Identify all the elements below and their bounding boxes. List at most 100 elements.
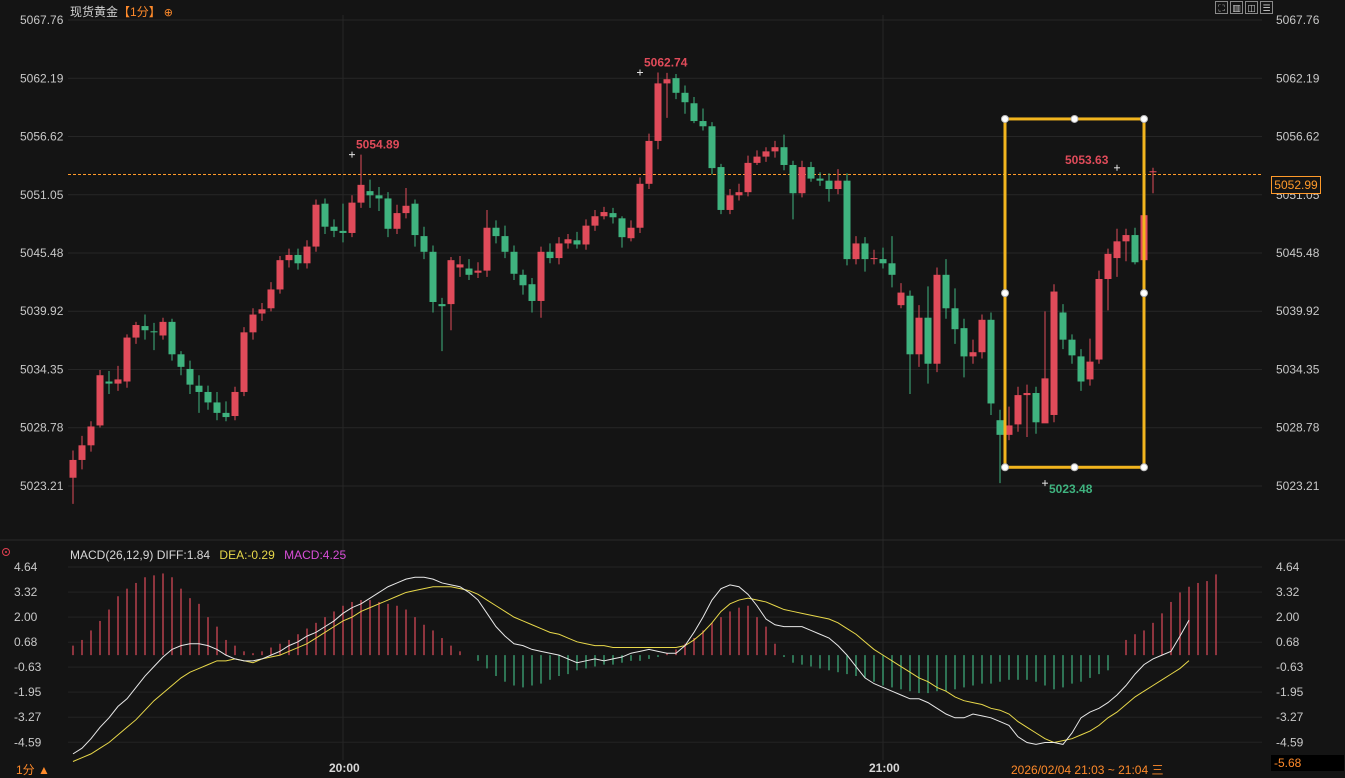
indicator-settings-icon[interactable] <box>2 548 10 556</box>
candle-body <box>951 308 959 330</box>
candle-body <box>717 167 725 210</box>
candle-body <box>330 226 338 231</box>
candle-body <box>483 227 491 271</box>
candle-body <box>240 332 248 392</box>
candle-body <box>393 213 401 229</box>
candle-body <box>456 264 464 268</box>
candle-body <box>1014 395 1022 425</box>
candle-body <box>438 304 446 307</box>
candle-body <box>591 216 599 226</box>
resize-handle[interactable] <box>1140 114 1148 123</box>
highlight-box[interactable] <box>1001 114 1148 472</box>
candle-body <box>1131 235 1139 263</box>
candle-body <box>960 328 968 357</box>
diff-value: DIFF:1.84 <box>156 548 211 562</box>
candle-body <box>1077 356 1085 382</box>
price-tick-left: 5023.21 <box>20 479 64 493</box>
instrument-name: 现货黄金 <box>70 5 119 19</box>
price-tick-right: 5034.35 <box>1276 362 1320 376</box>
candle-body <box>681 92 689 103</box>
macd-tick-right: -3.27 <box>1276 710 1304 724</box>
candle-body <box>1122 235 1130 242</box>
candle-body <box>537 251 545 301</box>
candle-body <box>879 259 887 264</box>
price-annotation: 5062.74 <box>644 56 688 70</box>
price-annotation: 5053.63 <box>1065 153 1109 167</box>
candle-body <box>1068 339 1076 356</box>
expand-icon[interactable]: ⛶ <box>1215 1 1228 14</box>
menu-icon[interactable]: ☰ <box>1260 1 1273 14</box>
macd-title: MACD(26,12,9) <box>70 548 154 562</box>
candle-body <box>807 167 815 179</box>
candle-body <box>141 326 149 331</box>
candle-body <box>852 243 860 260</box>
candle-body <box>1050 291 1058 415</box>
price-tick-right: 5067.76 <box>1276 13 1320 27</box>
candle-body <box>501 236 509 252</box>
candle-body <box>690 103 698 122</box>
price-tick-right: 5028.78 <box>1276 421 1320 435</box>
price-tick-right: 5045.48 <box>1276 246 1320 260</box>
candle-body <box>942 274 950 309</box>
candle-body <box>1095 278 1103 360</box>
candle-body <box>402 205 410 214</box>
macd-lines <box>72 576 1190 762</box>
macd-tick-right: 3.32 <box>1276 585 1300 599</box>
candle-body <box>1059 312 1067 340</box>
candle-body <box>375 195 383 199</box>
macd-value: MACD:4.25 <box>284 548 347 562</box>
resize-handle[interactable] <box>1070 463 1079 472</box>
macd-tick-right: -1.95 <box>1276 685 1304 699</box>
resize-handle[interactable] <box>1001 114 1009 123</box>
macd-tick-left: -1.95 <box>14 685 42 699</box>
period-label[interactable]: 【1分】 <box>118 5 161 19</box>
candle-body <box>1104 253 1112 279</box>
candle-body <box>546 251 554 259</box>
candle-body <box>294 254 302 264</box>
candle-body <box>1032 393 1040 423</box>
macd-tick-right: 2.00 <box>1276 610 1300 624</box>
price-tick-right: 5056.62 <box>1276 130 1320 144</box>
macd-tick-left: -4.59 <box>14 735 42 749</box>
candle-body <box>384 198 392 229</box>
resize-handle[interactable] <box>1001 289 1009 298</box>
candle-body <box>915 317 923 355</box>
time-tick: 21:00 <box>869 761 900 775</box>
price-annotation: 5054.89 <box>356 138 400 152</box>
candle-body <box>1023 393 1031 396</box>
candle-body <box>447 260 455 305</box>
candle-body <box>348 202 356 233</box>
candle-body <box>510 251 518 274</box>
candle-body <box>213 402 221 413</box>
resize-handle[interactable] <box>1070 114 1079 123</box>
candle-body <box>888 263 896 275</box>
resize-handle[interactable] <box>1140 289 1148 298</box>
candle-body <box>420 236 428 252</box>
candle-body <box>897 292 905 306</box>
period-selector[interactable]: 1分 ▲ <box>16 763 50 777</box>
split-icon[interactable]: ◫ <box>1245 1 1258 14</box>
crosshair-circle-icon[interactable]: ⊕ <box>163 7 173 19</box>
resize-handle[interactable] <box>1001 463 1009 472</box>
layout-icon[interactable]: ▥ <box>1230 1 1243 14</box>
candle-body <box>303 246 311 264</box>
candle-body <box>636 183 644 228</box>
candle-body <box>411 203 419 236</box>
candle-body <box>663 79 671 84</box>
chart-title: 现货黄金【1分】 ⊕ <box>70 3 173 20</box>
candle-body <box>465 268 473 275</box>
candle-body <box>555 243 563 259</box>
candle-body <box>366 191 374 196</box>
candle-body <box>699 121 707 127</box>
highlight-rect[interactable] <box>1003 117 1146 469</box>
candle-body <box>1005 425 1013 435</box>
candle-body <box>258 309 266 314</box>
resize-handle[interactable] <box>1140 463 1148 472</box>
candle-body <box>132 325 140 338</box>
candle-body <box>987 319 995 404</box>
price-tick-right: 5062.19 <box>1276 71 1320 85</box>
candle-body <box>186 368 194 385</box>
macd-tick-right: 4.64 <box>1276 560 1300 574</box>
candle-body <box>816 178 824 181</box>
